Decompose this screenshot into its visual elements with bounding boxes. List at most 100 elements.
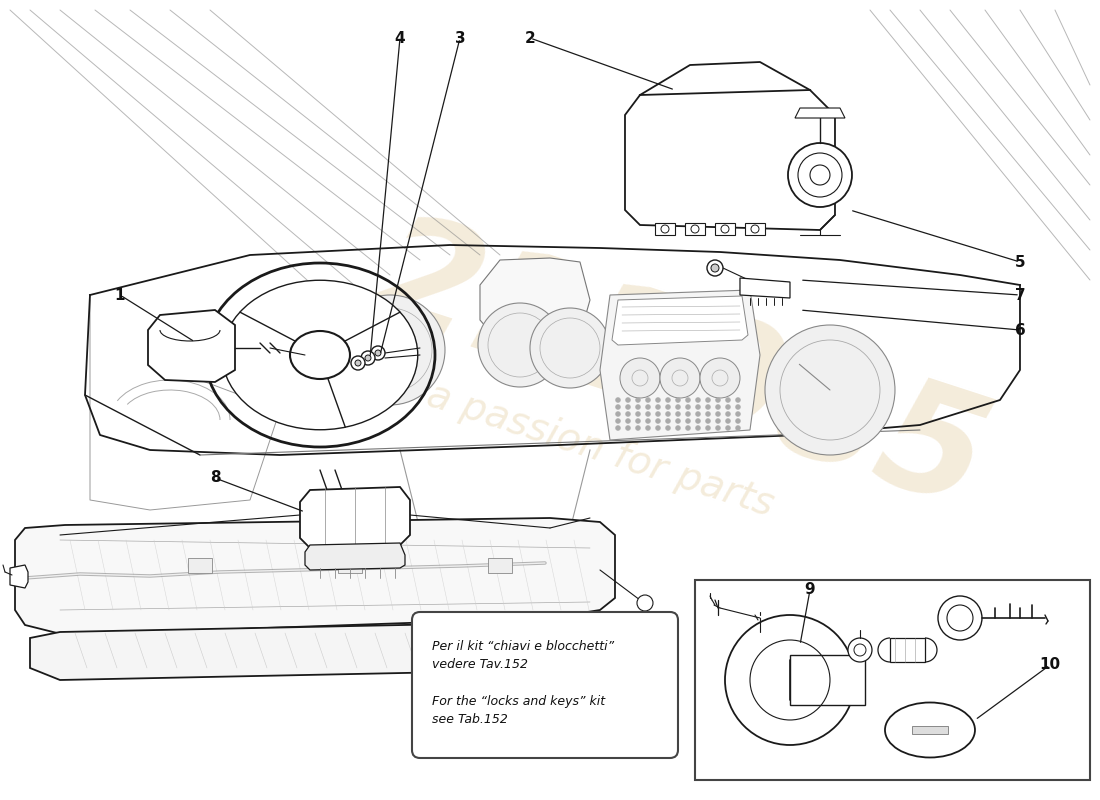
Circle shape — [736, 398, 740, 402]
Circle shape — [675, 418, 681, 423]
Circle shape — [478, 303, 562, 387]
Text: 4: 4 — [395, 30, 405, 46]
Text: For the “locks and keys” kit
see Tab.152: For the “locks and keys” kit see Tab.152 — [432, 695, 605, 726]
Bar — [488, 558, 512, 573]
Circle shape — [707, 260, 723, 276]
Circle shape — [726, 426, 730, 430]
Circle shape — [715, 418, 720, 423]
Circle shape — [695, 398, 701, 402]
Circle shape — [705, 398, 711, 402]
Circle shape — [725, 615, 855, 745]
Text: 3: 3 — [454, 30, 465, 46]
Circle shape — [685, 405, 691, 410]
Circle shape — [736, 411, 740, 417]
Text: 8: 8 — [210, 470, 220, 486]
Circle shape — [656, 418, 660, 423]
Circle shape — [636, 418, 640, 423]
Circle shape — [616, 411, 620, 417]
Circle shape — [705, 418, 711, 423]
Circle shape — [715, 426, 720, 430]
Bar — [790, 655, 865, 705]
Circle shape — [726, 398, 730, 402]
Circle shape — [711, 264, 719, 272]
Circle shape — [848, 638, 872, 662]
Circle shape — [371, 346, 385, 360]
Polygon shape — [10, 565, 28, 588]
Circle shape — [685, 426, 691, 430]
Circle shape — [666, 418, 671, 423]
Text: Per il kit “chiavi e blocchetti”
vedere Tav.152: Per il kit “chiavi e blocchetti” vedere … — [432, 640, 614, 671]
Circle shape — [715, 411, 720, 417]
Circle shape — [695, 418, 701, 423]
Circle shape — [675, 411, 681, 417]
Circle shape — [675, 426, 681, 430]
Circle shape — [715, 398, 720, 402]
Circle shape — [720, 225, 729, 233]
FancyBboxPatch shape — [412, 612, 678, 758]
Circle shape — [616, 426, 620, 430]
Polygon shape — [30, 622, 580, 680]
Circle shape — [685, 418, 691, 423]
Circle shape — [616, 398, 620, 402]
Circle shape — [646, 405, 650, 410]
Polygon shape — [795, 108, 845, 118]
Circle shape — [626, 411, 630, 417]
Circle shape — [700, 358, 740, 398]
Bar — [695, 580, 1090, 780]
Circle shape — [636, 405, 640, 410]
Circle shape — [675, 398, 681, 402]
Text: 211985: 211985 — [354, 201, 1006, 539]
Polygon shape — [600, 290, 760, 440]
Circle shape — [375, 350, 381, 356]
Circle shape — [636, 426, 640, 430]
Circle shape — [620, 358, 660, 398]
Circle shape — [751, 225, 759, 233]
Text: a passion for parts: a passion for parts — [421, 376, 778, 524]
Circle shape — [685, 398, 691, 402]
Ellipse shape — [290, 331, 350, 379]
Polygon shape — [745, 223, 764, 235]
Circle shape — [705, 426, 711, 430]
Polygon shape — [148, 310, 235, 382]
Bar — [912, 726, 948, 734]
Circle shape — [661, 225, 669, 233]
Circle shape — [726, 418, 730, 423]
Circle shape — [656, 405, 660, 410]
Circle shape — [726, 405, 730, 410]
Circle shape — [626, 426, 630, 430]
Ellipse shape — [222, 280, 418, 430]
Circle shape — [646, 418, 650, 423]
Circle shape — [626, 398, 630, 402]
Polygon shape — [305, 543, 405, 570]
Circle shape — [530, 308, 610, 388]
Polygon shape — [685, 223, 705, 235]
Polygon shape — [480, 258, 590, 345]
Circle shape — [705, 405, 711, 410]
Circle shape — [646, 411, 650, 417]
Circle shape — [656, 411, 660, 417]
Circle shape — [660, 358, 700, 398]
Circle shape — [666, 426, 671, 430]
Circle shape — [938, 596, 982, 640]
Circle shape — [666, 405, 671, 410]
Circle shape — [361, 351, 375, 365]
Polygon shape — [715, 223, 735, 235]
Circle shape — [695, 426, 701, 430]
Circle shape — [666, 398, 671, 402]
Polygon shape — [15, 518, 615, 635]
Circle shape — [715, 405, 720, 410]
Circle shape — [666, 411, 671, 417]
Ellipse shape — [886, 702, 975, 758]
Text: 6: 6 — [1014, 322, 1025, 338]
Circle shape — [685, 411, 691, 417]
Circle shape — [736, 405, 740, 410]
Circle shape — [637, 595, 653, 611]
Text: 9: 9 — [805, 582, 815, 598]
Circle shape — [691, 225, 698, 233]
Polygon shape — [612, 296, 748, 345]
Circle shape — [626, 405, 630, 410]
Circle shape — [646, 426, 650, 430]
Circle shape — [646, 398, 650, 402]
Text: 5: 5 — [1014, 254, 1025, 270]
Text: 1: 1 — [114, 287, 125, 302]
